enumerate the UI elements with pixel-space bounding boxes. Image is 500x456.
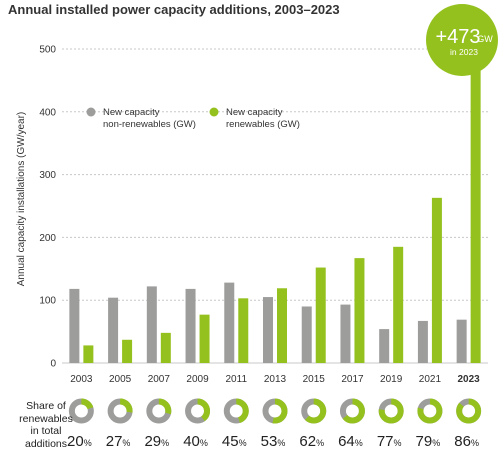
y-axis-label: Annual capacity installations (GW/year) bbox=[16, 112, 27, 287]
share-label: Share of renewables in total additions bbox=[19, 400, 73, 450]
bar-non-renewable bbox=[417, 320, 428, 363]
donut-renewable bbox=[378, 398, 404, 424]
bar-non-renewable bbox=[146, 286, 157, 363]
share-percent-unit: % bbox=[161, 438, 169, 448]
share-percent-unit: % bbox=[239, 438, 247, 448]
bar-non-renewable bbox=[108, 297, 119, 363]
share-percent: 45% bbox=[222, 433, 247, 450]
x-tick-label: 2017 bbox=[341, 374, 364, 385]
share-percent: 53% bbox=[261, 433, 286, 450]
y-tick-label: 100 bbox=[39, 296, 56, 307]
bar-non-renewable bbox=[224, 282, 235, 363]
legend-label: New capacity bbox=[226, 107, 283, 118]
share-percent: 86% bbox=[454, 433, 479, 450]
donut-renewable bbox=[456, 398, 482, 424]
bar-non-renewable bbox=[263, 297, 273, 363]
share-percent: 20% bbox=[67, 433, 92, 450]
donut-renewable bbox=[146, 398, 172, 424]
callout-sub: in 2023 bbox=[450, 47, 478, 57]
share-percent: 29% bbox=[144, 433, 169, 450]
share-percent-unit: % bbox=[471, 438, 479, 448]
bar-renewable bbox=[431, 197, 442, 363]
bar-renewable bbox=[83, 345, 94, 363]
x-tick-label: 2005 bbox=[109, 374, 132, 385]
donut-renewable bbox=[417, 398, 443, 424]
legend-label: non-renewables (GW) bbox=[103, 119, 196, 130]
share-percent-unit: % bbox=[355, 438, 363, 448]
legend-label: New capacity bbox=[103, 107, 160, 118]
bar-renewable bbox=[199, 314, 210, 363]
share-percent-unit: % bbox=[316, 438, 324, 448]
bar-non-renewable bbox=[69, 288, 80, 363]
donut-renewable bbox=[68, 398, 94, 424]
share-percent: 77% bbox=[377, 433, 402, 450]
donut-renewable bbox=[223, 398, 249, 424]
share-percent-unit: % bbox=[122, 438, 130, 448]
share-percent-unit: % bbox=[394, 438, 402, 448]
bar-non-renewable bbox=[301, 306, 312, 363]
y-tick-label: 500 bbox=[39, 45, 56, 56]
bars-group bbox=[69, 65, 481, 364]
bar-renewable bbox=[277, 288, 287, 363]
x-tick-label: 2023 bbox=[458, 374, 481, 385]
share-percent-unit: % bbox=[277, 438, 285, 448]
x-tick-label: 2015 bbox=[303, 374, 326, 385]
share-percent: 64% bbox=[338, 433, 363, 450]
bar-non-renewable bbox=[185, 288, 196, 363]
callout-circle bbox=[426, 4, 498, 76]
callout-value: +473 bbox=[435, 26, 480, 48]
x-tick-label: 2009 bbox=[186, 374, 209, 385]
share-percent: 40% bbox=[183, 433, 208, 450]
share-percent-unit: % bbox=[432, 438, 440, 448]
share-percent: 62% bbox=[299, 433, 324, 450]
legend-swatch bbox=[86, 107, 96, 117]
bar-renewable bbox=[122, 339, 133, 363]
y-tick-label: 200 bbox=[39, 233, 56, 244]
donut-renewable bbox=[185, 398, 211, 424]
bar-renewable bbox=[470, 65, 481, 364]
share-donuts: 20% 27% 29% 40% 45% 53% 62% 64% 77% 79% 86% bbox=[67, 398, 482, 450]
bar-renewable bbox=[315, 267, 326, 363]
x-tick-label: 2021 bbox=[419, 374, 442, 385]
chart-title: Annual installed power capacity addition… bbox=[8, 2, 340, 17]
legend-swatch bbox=[209, 107, 219, 117]
bar-renewable bbox=[238, 298, 249, 363]
y-tick-label: 0 bbox=[50, 359, 56, 370]
bar-non-renewable bbox=[456, 319, 467, 363]
share-percent-unit: % bbox=[200, 438, 208, 448]
bar-renewable bbox=[393, 246, 404, 363]
donut-renewable bbox=[262, 398, 288, 424]
y-tick-label: 300 bbox=[39, 170, 56, 181]
donut-renewable bbox=[301, 398, 327, 424]
share-percent: 27% bbox=[106, 433, 131, 450]
callout-unit: GW bbox=[477, 34, 493, 44]
x-tick-label: 2019 bbox=[380, 374, 403, 385]
bar-non-renewable bbox=[340, 304, 351, 363]
x-tick-labels: 2003 2005 2007 2009 2011 2013 2015 2017 2019 2021… bbox=[70, 374, 480, 385]
x-tick-label: 2011 bbox=[226, 374, 248, 385]
x-tick-label: 2007 bbox=[148, 374, 171, 385]
legend-label: renewables (GW) bbox=[226, 119, 300, 130]
x-tick-label: 2013 bbox=[264, 374, 287, 385]
donut-renewable bbox=[339, 398, 365, 424]
y-tick-label: 400 bbox=[39, 107, 56, 118]
bar-non-renewable bbox=[379, 329, 390, 363]
x-tick-label: 2003 bbox=[70, 374, 93, 385]
bar-renewable bbox=[160, 332, 171, 363]
donut-renewable bbox=[107, 398, 133, 424]
bar-renewable bbox=[354, 258, 365, 363]
share-percent-unit: % bbox=[84, 438, 92, 448]
share-percent: 79% bbox=[416, 433, 441, 450]
grid-lines: 0 100 200 300 400 500 bbox=[39, 45, 488, 370]
